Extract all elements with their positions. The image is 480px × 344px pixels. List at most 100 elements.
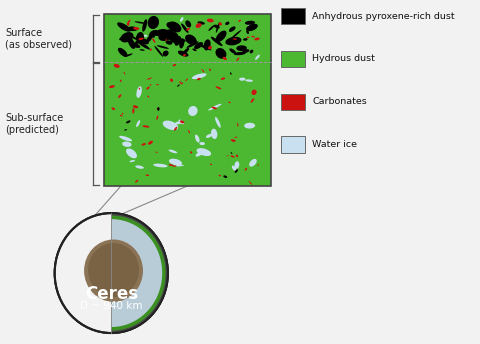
Ellipse shape [169,159,182,165]
Ellipse shape [127,20,131,24]
Ellipse shape [131,39,133,47]
Ellipse shape [134,21,146,24]
Ellipse shape [168,150,177,153]
Ellipse shape [208,25,215,31]
Ellipse shape [216,86,221,89]
Ellipse shape [174,127,177,131]
Ellipse shape [208,104,222,110]
Ellipse shape [180,120,184,123]
Ellipse shape [156,152,157,153]
Ellipse shape [202,69,204,73]
Ellipse shape [231,139,236,142]
Ellipse shape [190,151,192,153]
Ellipse shape [194,42,203,49]
Ellipse shape [216,48,227,59]
Ellipse shape [207,19,214,22]
Ellipse shape [158,30,174,41]
Ellipse shape [84,239,143,302]
Ellipse shape [156,116,158,120]
Ellipse shape [200,142,205,145]
Ellipse shape [148,141,153,145]
Ellipse shape [197,148,211,156]
Ellipse shape [249,159,257,166]
Ellipse shape [180,82,183,84]
Ellipse shape [230,72,232,75]
Ellipse shape [124,129,127,131]
Ellipse shape [120,80,121,82]
Ellipse shape [180,81,181,83]
Ellipse shape [179,120,184,124]
Ellipse shape [122,113,123,115]
Ellipse shape [209,68,211,71]
Ellipse shape [248,23,250,26]
Ellipse shape [163,51,168,56]
Ellipse shape [180,39,186,42]
Ellipse shape [197,21,205,25]
Text: Carbonates: Carbonates [312,97,367,106]
Ellipse shape [186,28,190,31]
Ellipse shape [255,55,260,60]
Ellipse shape [143,35,147,37]
Ellipse shape [187,41,199,48]
Ellipse shape [166,39,167,42]
Ellipse shape [139,88,140,90]
Ellipse shape [149,34,155,38]
Ellipse shape [135,180,138,183]
Ellipse shape [245,79,253,82]
FancyBboxPatch shape [280,136,305,153]
Ellipse shape [146,35,152,42]
Ellipse shape [229,49,236,54]
Ellipse shape [126,120,131,123]
Ellipse shape [119,35,132,41]
Ellipse shape [175,165,184,166]
Ellipse shape [225,37,241,45]
Ellipse shape [132,36,137,40]
Ellipse shape [147,77,152,80]
Ellipse shape [234,52,246,55]
Ellipse shape [246,24,258,31]
Ellipse shape [126,149,137,158]
Ellipse shape [163,121,178,130]
Ellipse shape [57,215,166,331]
Ellipse shape [133,105,138,108]
Ellipse shape [111,107,115,110]
Ellipse shape [168,164,174,166]
Ellipse shape [204,39,211,51]
Ellipse shape [232,165,237,171]
Ellipse shape [215,117,221,128]
Ellipse shape [219,22,222,25]
Ellipse shape [223,57,227,60]
Ellipse shape [120,115,122,117]
Ellipse shape [136,120,140,127]
Ellipse shape [230,30,241,39]
Ellipse shape [225,22,229,25]
Polygon shape [111,215,166,331]
Ellipse shape [216,22,220,33]
Ellipse shape [114,64,120,68]
Ellipse shape [157,108,159,110]
Ellipse shape [156,84,159,85]
Ellipse shape [133,27,139,30]
Ellipse shape [192,49,197,51]
FancyBboxPatch shape [105,14,272,186]
Ellipse shape [188,130,190,133]
Ellipse shape [183,48,189,54]
Ellipse shape [168,31,179,43]
Ellipse shape [157,107,159,111]
Ellipse shape [153,164,168,168]
FancyBboxPatch shape [280,51,305,67]
Ellipse shape [137,41,150,50]
Ellipse shape [239,20,241,22]
Ellipse shape [180,17,183,22]
Ellipse shape [174,36,181,46]
Ellipse shape [192,73,206,79]
Ellipse shape [117,22,131,32]
Ellipse shape [237,122,239,127]
Ellipse shape [157,45,169,49]
Ellipse shape [170,79,173,82]
Ellipse shape [249,181,252,185]
FancyBboxPatch shape [280,8,305,24]
Ellipse shape [230,152,232,154]
Ellipse shape [148,16,159,29]
Ellipse shape [88,243,139,297]
